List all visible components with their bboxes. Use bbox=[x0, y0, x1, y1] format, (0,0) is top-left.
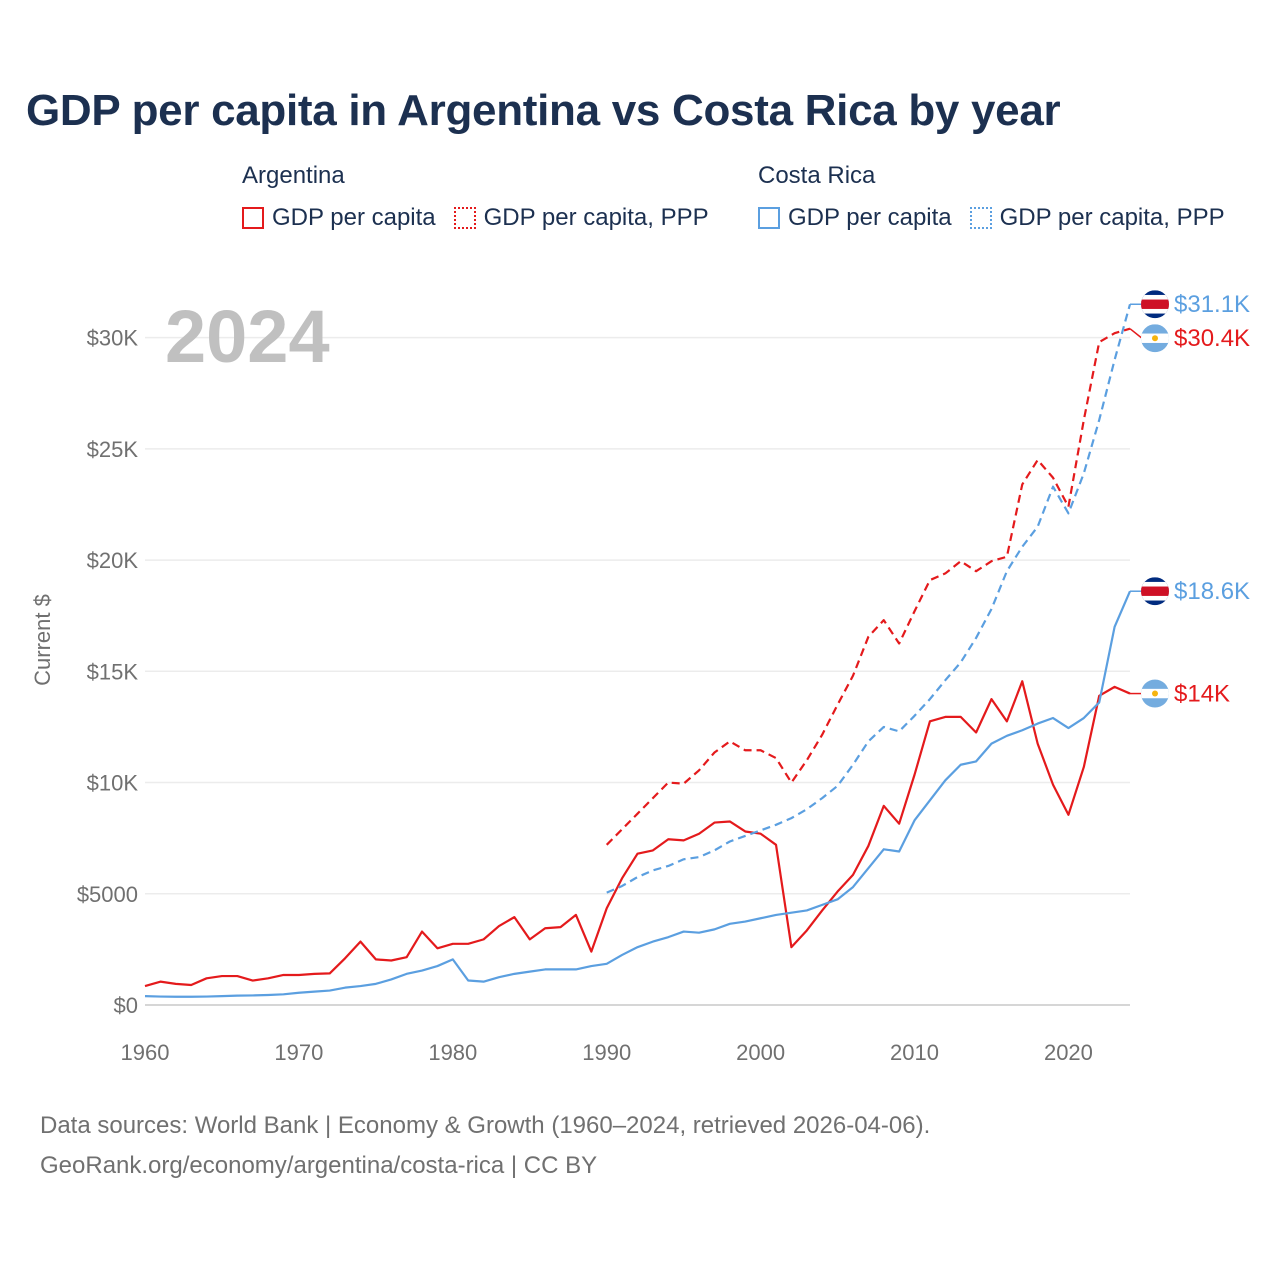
series-end-markers: $31.1K $30.4K $18.6K $14K bbox=[1129, 290, 1250, 708]
legend-swatch-solid-icon bbox=[242, 207, 264, 229]
y-tick-label: $20K bbox=[87, 548, 139, 573]
x-tick-label: 1990 bbox=[582, 1040, 631, 1065]
y-tick-label: $0 bbox=[114, 993, 138, 1018]
legend-label: GDP per capita, PPP bbox=[999, 204, 1225, 231]
footer-link[interactable]: GeoRank.org/economy/argentina/costa-rica… bbox=[40, 1152, 598, 1179]
argentina-flag-icon bbox=[1141, 324, 1169, 353]
legend-group-name: Costa Rica bbox=[758, 162, 876, 189]
series-end-label: $30.4K bbox=[1174, 325, 1250, 352]
legend-group-costa-rica: Costa Rica GDP per capita GDP per capita… bbox=[758, 162, 1225, 232]
legend-swatch-dotted-icon bbox=[453, 207, 476, 229]
gridlines bbox=[145, 336, 1130, 1006]
x-tick-label: 1970 bbox=[274, 1040, 323, 1065]
page-title: GDP per capita in Argentina vs Costa Ric… bbox=[26, 86, 1061, 135]
y-tick-label: $25K bbox=[87, 437, 139, 462]
footer-source: Data sources: World Bank | Economy & Gro… bbox=[40, 1112, 931, 1139]
legend-label: GDP per capita bbox=[272, 204, 436, 231]
legend-group-name: Argentina bbox=[242, 162, 345, 189]
costa-rica-flag-icon bbox=[1141, 577, 1169, 606]
series-end-label: $31.1K bbox=[1174, 291, 1250, 318]
y-tick-label: $10K bbox=[87, 771, 139, 796]
y-axis-ticks: $0 $5000 $10K $15K $20K $25K $30K bbox=[77, 326, 139, 1018]
y-tick-label: $15K bbox=[87, 659, 139, 684]
legend-item-costa-rica-gdp-ppp[interactable]: GDP per capita, PPP bbox=[969, 204, 1225, 232]
legend-item-argentina-gdp-ppp[interactable]: GDP per capita, PPP bbox=[453, 204, 709, 232]
series-line bbox=[144, 590, 1132, 998]
x-tick-label: 2010 bbox=[890, 1040, 939, 1065]
x-tick-label: 2000 bbox=[736, 1040, 785, 1065]
legend-item-costa-rica-gdp[interactable]: GDP per capita bbox=[758, 204, 952, 232]
footer: Data sources: World Bank | Economy & Gro… bbox=[40, 1106, 930, 1186]
legend-item-argentina-gdp[interactable]: GDP per capita bbox=[242, 204, 436, 232]
series-end-label: $18.6K bbox=[1174, 578, 1250, 605]
costa-rica-flag-icon bbox=[1141, 290, 1169, 319]
series-line bbox=[606, 303, 1132, 894]
y-tick-label: $30K bbox=[87, 326, 139, 351]
y-tick-label: $5000 bbox=[77, 882, 138, 907]
series-lines bbox=[144, 303, 1132, 998]
y-axis-label: Current $ bbox=[30, 594, 55, 686]
legend-swatch-dotted-icon bbox=[969, 207, 992, 229]
x-tick-label: 1960 bbox=[121, 1040, 170, 1065]
end-label-connector bbox=[1129, 328, 1143, 339]
argentina-flag-icon bbox=[1141, 679, 1169, 708]
series-line bbox=[605, 327, 1131, 846]
x-tick-label: 1980 bbox=[428, 1040, 477, 1065]
legend-label: GDP per capita, PPP bbox=[483, 204, 709, 231]
legend-label: GDP per capita bbox=[788, 204, 952, 231]
legend-swatch-solid-icon bbox=[758, 207, 780, 229]
series-line bbox=[144, 680, 1131, 988]
current-year-label: 2024 bbox=[165, 295, 330, 378]
x-axis-ticks: 1960 1970 1980 1990 2000 2010 2020 bbox=[121, 1040, 1093, 1065]
legend-group-argentina: Argentina GDP per capita GDP per capita,… bbox=[242, 162, 709, 232]
x-tick-label: 2020 bbox=[1044, 1040, 1093, 1065]
series-end-label: $14K bbox=[1174, 681, 1230, 708]
